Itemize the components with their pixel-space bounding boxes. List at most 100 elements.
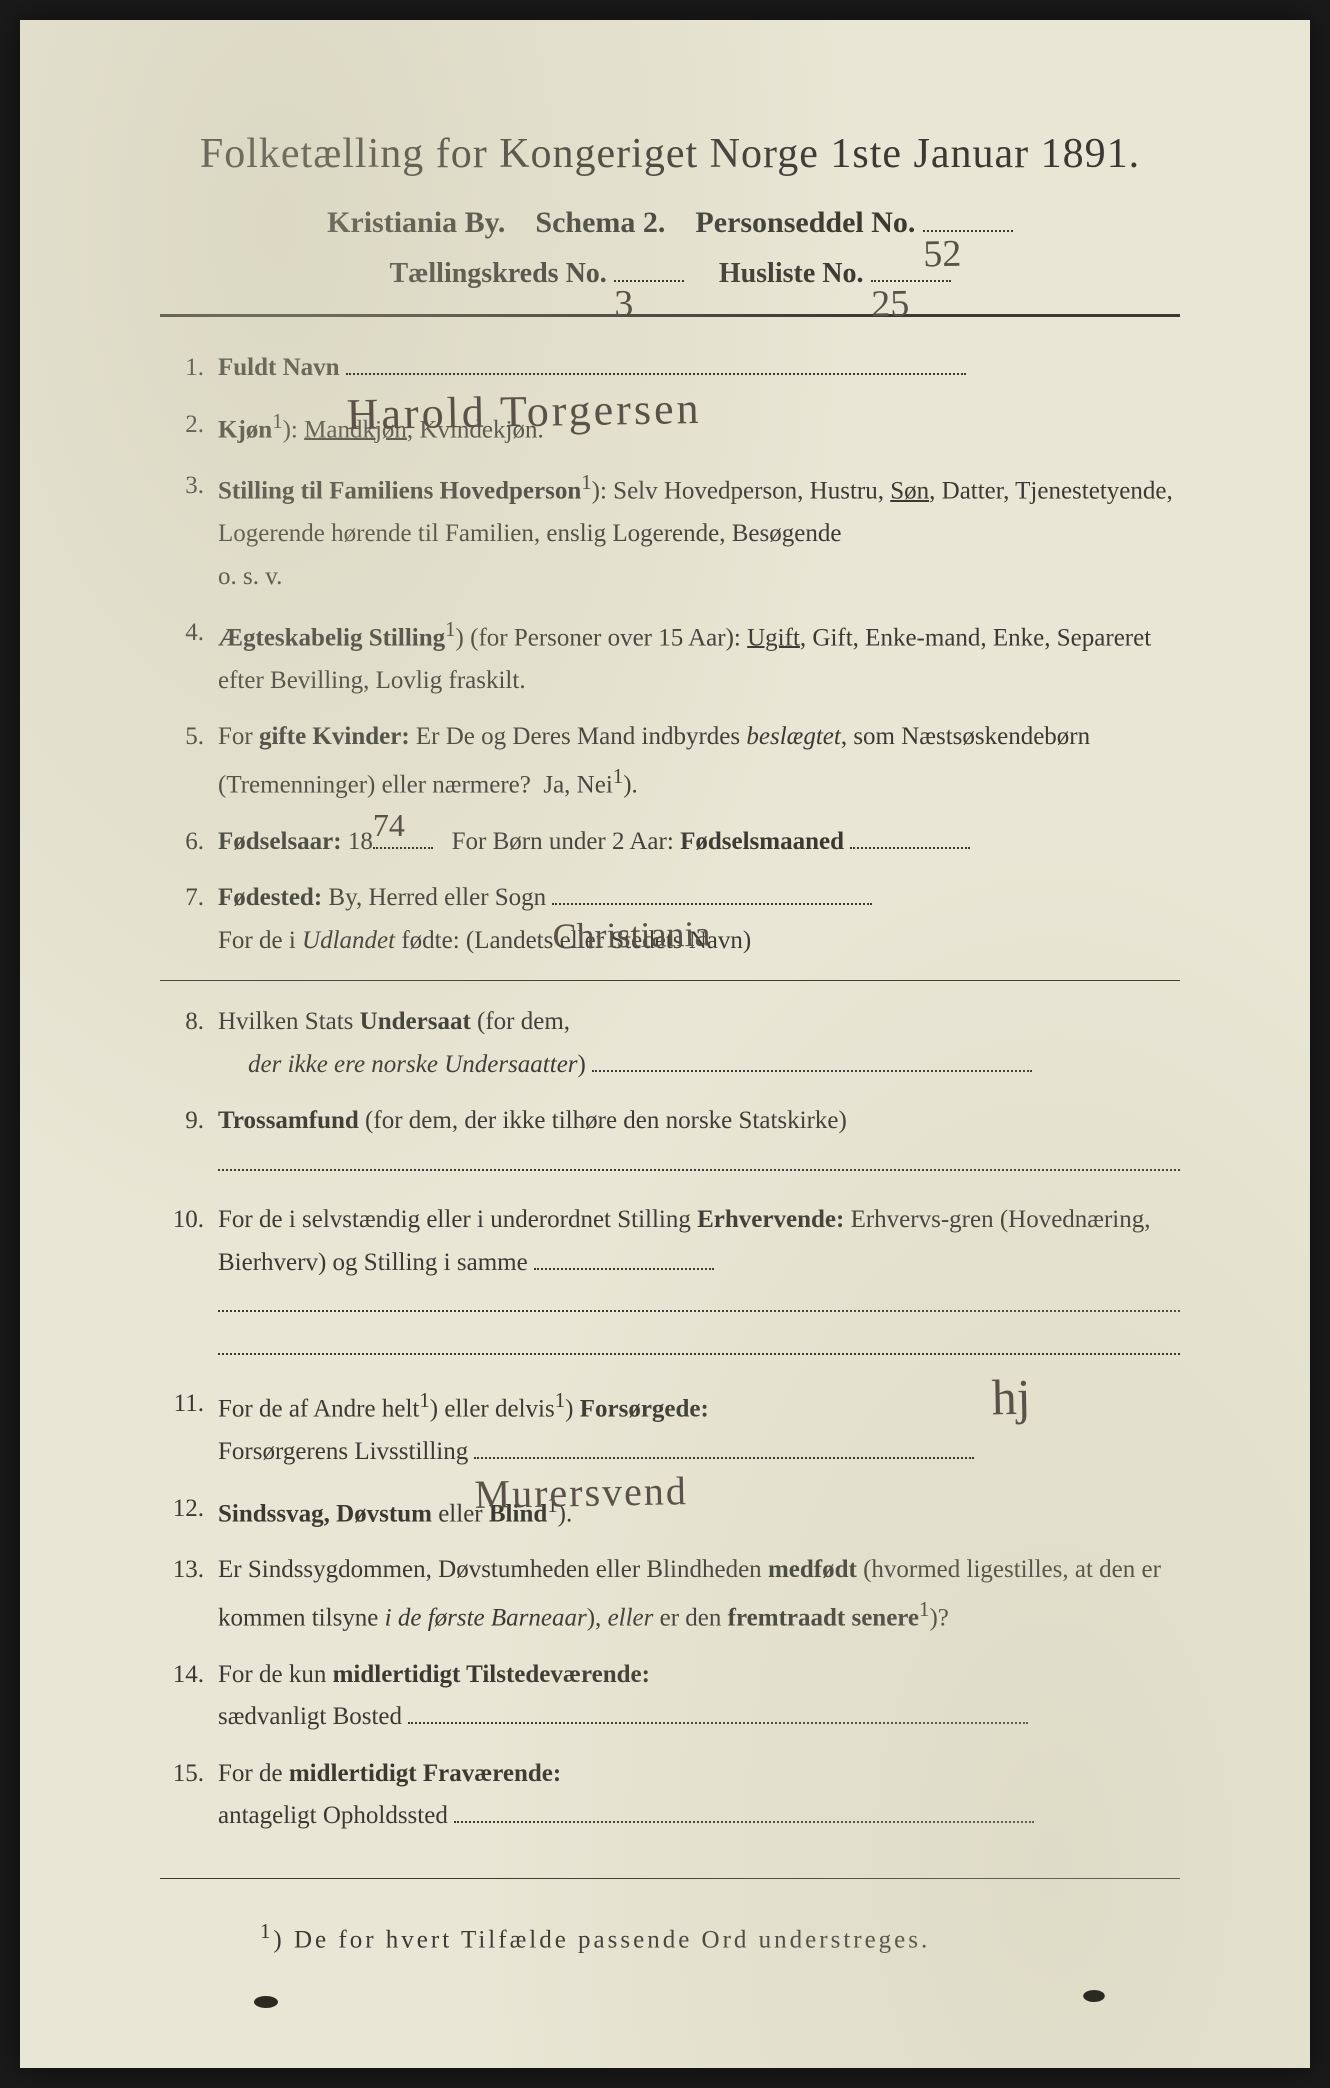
item-7: 7. Fødested: By, Herred eller Sogn Chris… (160, 877, 1180, 962)
divider-bottom (160, 1878, 1180, 1879)
item-14-line2: sædvanligt Bosted (218, 1703, 402, 1730)
seddel-label: Personseddel No. (695, 206, 915, 239)
item-11-sup1: 1 (419, 1388, 429, 1412)
item-11-text2: ) eller delvis (430, 1396, 555, 1423)
item-9-bold: Trossamfund (218, 1107, 359, 1134)
item-1-field: Harold Torgersen (346, 373, 966, 375)
item-7-num: 7. (160, 877, 218, 920)
item-14-bold: midlertidigt Tilstedeværende: (333, 1661, 650, 1688)
husliste-no-field: 25 (871, 280, 951, 282)
item-13-italic1: i de første Barneaar (385, 1604, 587, 1631)
item-8-text1: Hvilken Stats (218, 1008, 360, 1035)
item-5-num: 5. (160, 716, 218, 759)
item-5-bold: gifte Kvinder: (259, 723, 410, 750)
item-6-year-prefix: 18 (348, 828, 373, 855)
item-2-label: Kjøn (218, 416, 272, 443)
item-15-line2: antageligt Opholdssted (218, 1802, 448, 1829)
item-13-end: )? (929, 1604, 948, 1631)
item-6: 6. Fødselsaar: 1874 For Børn under 2 Aar… (160, 821, 1180, 864)
item-6-label: Fødselsaar: (218, 828, 342, 855)
item-13-text4: er den (653, 1604, 727, 1631)
item-13-text3: ), (587, 1604, 608, 1631)
item-11-field: Murersvend (474, 1457, 974, 1459)
item-6-year-field: 74 (373, 847, 433, 849)
divider-mid (160, 980, 1180, 981)
item-10: 10. For de i selvstændig eller i underor… (160, 1199, 1180, 1369)
item-8-bold: Undersaat (360, 1008, 471, 1035)
item-9-text: (for dem, der ikke tilhøre den norske St… (365, 1107, 847, 1134)
kreds-no-field: 3 (614, 280, 684, 282)
item-5-sup: 1 (613, 764, 623, 788)
item-8-line2-rest: ) (578, 1051, 586, 1078)
census-form-page: Folketælling for Kongeriget Norge 1ste J… (20, 20, 1310, 2068)
subtitle-line-2: Tællingskreds No. 3 Husliste No. 25 (160, 258, 1180, 290)
kreds-no-value: 3 (614, 282, 633, 286)
item-1-label: Fuldt Navn (218, 354, 340, 381)
item-15-num: 15. (160, 1753, 218, 1796)
item-10-bold: Erhvervende: (697, 1206, 844, 1233)
item-4-underlined: Ugift (747, 624, 800, 651)
item-10-num: 10. (160, 1199, 218, 1242)
item-8-field (592, 1070, 1032, 1072)
item-11-num: 11. (160, 1383, 218, 1426)
item-10-field2 (218, 1310, 1180, 1312)
item-13-text1: Er Sindssygdommen, Døvstumheden eller Bl… (218, 1556, 768, 1583)
item-4-sup: 1 (445, 617, 455, 641)
husliste-label: Husliste No. (719, 258, 864, 289)
item-6-num: 6. (160, 821, 218, 864)
item-4-paren: (for Personer over 15 Aar): (470, 624, 741, 651)
item-6-born-label: For Børn under 2 Aar: (452, 828, 674, 855)
city-label: Kristiania By. (327, 206, 505, 239)
item-1-value: Harold Torgersen (346, 372, 701, 382)
item-6-year-value: 74 (373, 798, 405, 852)
item-13-sup: 1 (919, 1597, 929, 1621)
ink-spot-1 (251, 1994, 282, 2009)
item-13-bold2: fremtraadt senere (728, 1604, 919, 1631)
item-15: 15. For de midlertidigt Fraværende: anta… (160, 1753, 1180, 1838)
item-3-underlined: Søn (890, 478, 929, 505)
page-title: Folketælling for Kongeriget Norge 1ste J… (160, 130, 1180, 178)
item-13-bold1: medfødt (768, 1556, 857, 1583)
item-10-field3: hj (218, 1353, 1180, 1355)
item-7-label: Fødested: (218, 884, 322, 911)
item-8-text2: (for dem, (471, 1008, 570, 1035)
item-3-num: 3. (160, 465, 218, 508)
kreds-label: Tællingskreds No. (389, 258, 606, 289)
item-11-text1: For de af Andre helt (218, 1396, 419, 1423)
item-14: 14. For de kun midlertidigt Tilstedevære… (160, 1654, 1180, 1739)
item-12-bold1: Sindssvag, Døvstum (218, 1500, 432, 1527)
seddel-no-field: 52 (923, 230, 1013, 232)
item-6-month-field (850, 847, 970, 849)
item-7-field: Christiania (552, 903, 872, 905)
item-8-num: 8. (160, 1001, 218, 1044)
item-11-sup2: 1 (555, 1388, 565, 1412)
item-10-text1: For de i selvstændig eller i underordnet… (218, 1206, 697, 1233)
item-11-value: Murersvend (474, 1457, 687, 1465)
item-10-field1 (534, 1268, 714, 1270)
item-9: 9. Trossamfund (for dem, der ikke tilhør… (160, 1100, 1180, 1185)
item-10-mark: hj (991, 1354, 1030, 1363)
item-1: 1. Fuldt Navn Harold Torgersen (160, 347, 1180, 390)
item-2-sup: 1 (272, 409, 282, 433)
divider-top (160, 314, 1180, 317)
item-9-num: 9. (160, 1100, 218, 1143)
footnote: 1) De for hvert Tilfælde passende Ord un… (160, 1919, 1180, 1954)
item-4-num: 4. (160, 612, 218, 655)
schema-label: Schema 2. (535, 206, 665, 239)
item-12-num: 12. (160, 1488, 218, 1531)
item-14-text1: For de kun (218, 1661, 333, 1688)
item-5-prefix: For (218, 723, 259, 750)
seddel-no-value: 52 (923, 232, 961, 237)
item-15-bold: midlertidigt Fraværende: (289, 1760, 561, 1787)
footnote-sup: 1 (260, 1919, 273, 1943)
item-8: 8. Hvilken Stats Undersaat (for dem, der… (160, 1001, 1180, 1086)
item-5: 5. For gifte Kvinder: Er De og Deres Man… (160, 716, 1180, 806)
item-7-text: By, Herred eller Sogn (328, 884, 546, 911)
item-14-field (408, 1722, 1028, 1724)
husliste-no-value: 25 (870, 282, 908, 287)
item-3-sup: 1 (581, 470, 591, 494)
item-4-label: Ægteskabelig Stilling (218, 624, 445, 651)
item-11-line2: Forsørgerens Livsstilling (218, 1438, 468, 1465)
item-2-num: 2. (160, 404, 218, 447)
item-14-num: 14. (160, 1654, 218, 1697)
